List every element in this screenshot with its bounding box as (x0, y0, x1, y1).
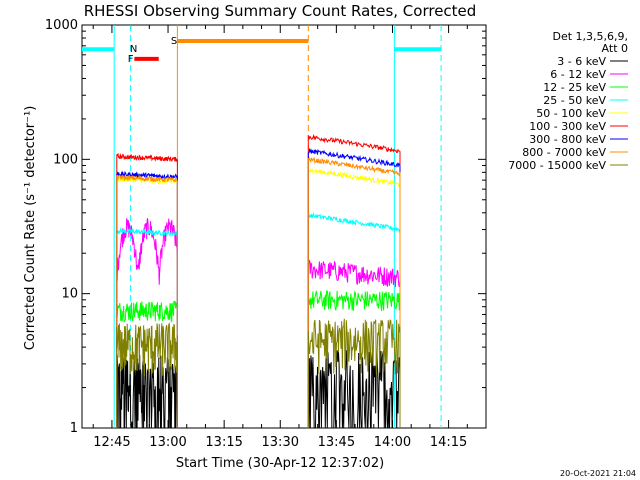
series-line-3 (116, 227, 178, 428)
y-tick-label: 1 (70, 421, 78, 436)
legend-label: 25 - 50 keV (543, 94, 606, 107)
chart-title: RHESSI Observing Summary Count Rates, Co… (84, 2, 477, 20)
y-axis-label: Corrected Count Rate (s⁻¹ detector⁻¹) (23, 106, 38, 351)
series-line-5 (116, 152, 178, 428)
flag-label-F: F (128, 54, 134, 65)
series-line-5 (307, 133, 401, 428)
x-tick-label: 13:15 (205, 435, 242, 450)
legend-header: Det 1,3,5,6,9, (552, 30, 628, 43)
timestamp: 20-Oct-2021 21:04 (560, 469, 636, 478)
legend-label: 6 - 12 keV (550, 68, 606, 81)
flag-label-N: N (130, 44, 137, 55)
series-line-0 (308, 350, 401, 428)
x-tick-label: 12:45 (93, 435, 130, 450)
y-tick-label: 10 (61, 287, 78, 302)
x-tick-label: 14:00 (374, 435, 411, 450)
legend-label: 50 - 100 keV (536, 107, 606, 120)
legend-header: Att 0 (602, 42, 628, 55)
legend-label: 3 - 6 keV (557, 55, 606, 68)
flag-label-S: S (171, 36, 177, 47)
series-line-3 (307, 212, 401, 428)
series-line-8 (116, 322, 178, 428)
plot-area: 1 10 100 1000 12:45 13:00 13:15 13:30 13:45 14:00… (45, 18, 487, 450)
series-line-1 (307, 260, 401, 428)
x-tick-label: 14:15 (430, 435, 467, 450)
y-tick-label: 1000 (45, 18, 78, 33)
y-tick-label: 100 (53, 152, 78, 167)
series-line-7 (307, 156, 401, 428)
legend-label: 7000 - 15000 keV (508, 159, 606, 172)
series-line-8 (307, 318, 401, 428)
x-tick-label: 13:45 (318, 435, 355, 450)
series-line-2 (116, 300, 178, 428)
series-line-6 (116, 170, 178, 428)
series-line-6 (307, 147, 401, 428)
legend-label: 300 - 800 keV (529, 133, 606, 146)
x-tick-label: 13:00 (149, 435, 186, 450)
series-line-1 (116, 218, 178, 428)
series-line-2 (307, 290, 401, 428)
x-axis-label: Start Time (30-Apr-12 12:37:02) (176, 456, 384, 471)
series-line-4 (307, 168, 401, 428)
plot-frame (81, 24, 487, 429)
legend-label: 12 - 25 keV (543, 81, 606, 94)
series-line-7 (116, 174, 178, 428)
legend-label: 100 - 300 keV (529, 120, 606, 133)
x-tick-label: 13:30 (262, 435, 299, 450)
legend-label: 800 - 7000 keV (522, 146, 606, 159)
